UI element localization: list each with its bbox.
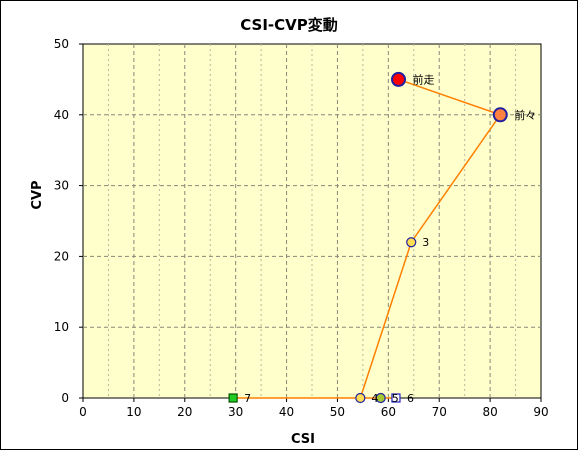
grid [83, 44, 541, 398]
data-point-label: 4 [371, 392, 378, 405]
x-tick-label: 90 [533, 405, 548, 419]
x-tick-label: 70 [432, 405, 447, 419]
y-tick-label: 50 [54, 37, 69, 51]
data-point-label: 6 [407, 392, 414, 405]
y-tick-label: 40 [54, 108, 69, 122]
data-point-marker [355, 392, 366, 404]
data-point-marker [375, 392, 386, 404]
data-point-label: 5 [392, 392, 399, 405]
data-point-label: 前走 [413, 72, 435, 86]
data-point-label: 7 [244, 392, 251, 405]
data-point-label: 前々 [514, 108, 536, 122]
y-tick-label: 30 [54, 179, 69, 193]
y-tick-label: 0 [61, 391, 69, 405]
data-point-marker [492, 107, 508, 123]
x-tick-label: 30 [228, 405, 243, 419]
x-tick-label: 20 [177, 405, 192, 419]
x-tick-label: 40 [279, 405, 294, 419]
markers [228, 71, 508, 404]
x-tick-label: 50 [330, 405, 345, 419]
data-point-marker [228, 393, 238, 403]
chart-title: CSI-CVP変動 [240, 16, 338, 34]
x-tick-label: 0 [79, 405, 87, 419]
y-axis-title: CVP [30, 180, 45, 209]
data-point-marker [391, 71, 407, 87]
ticks: 0 10 20 30 40 50 60 70 80 90 0 10 20 30 40 50 [54, 37, 549, 419]
x-axis-title: CSI [291, 432, 315, 447]
data-point-marker [391, 393, 401, 403]
data-point-label: 3 [422, 236, 429, 249]
data-point-marker [406, 237, 417, 248]
y-tick-label: 10 [54, 320, 69, 334]
x-tick-label: 80 [482, 405, 497, 419]
x-tick-label: 60 [381, 405, 396, 419]
x-tick-label: 10 [126, 405, 141, 419]
y-tick-label: 20 [54, 249, 69, 263]
